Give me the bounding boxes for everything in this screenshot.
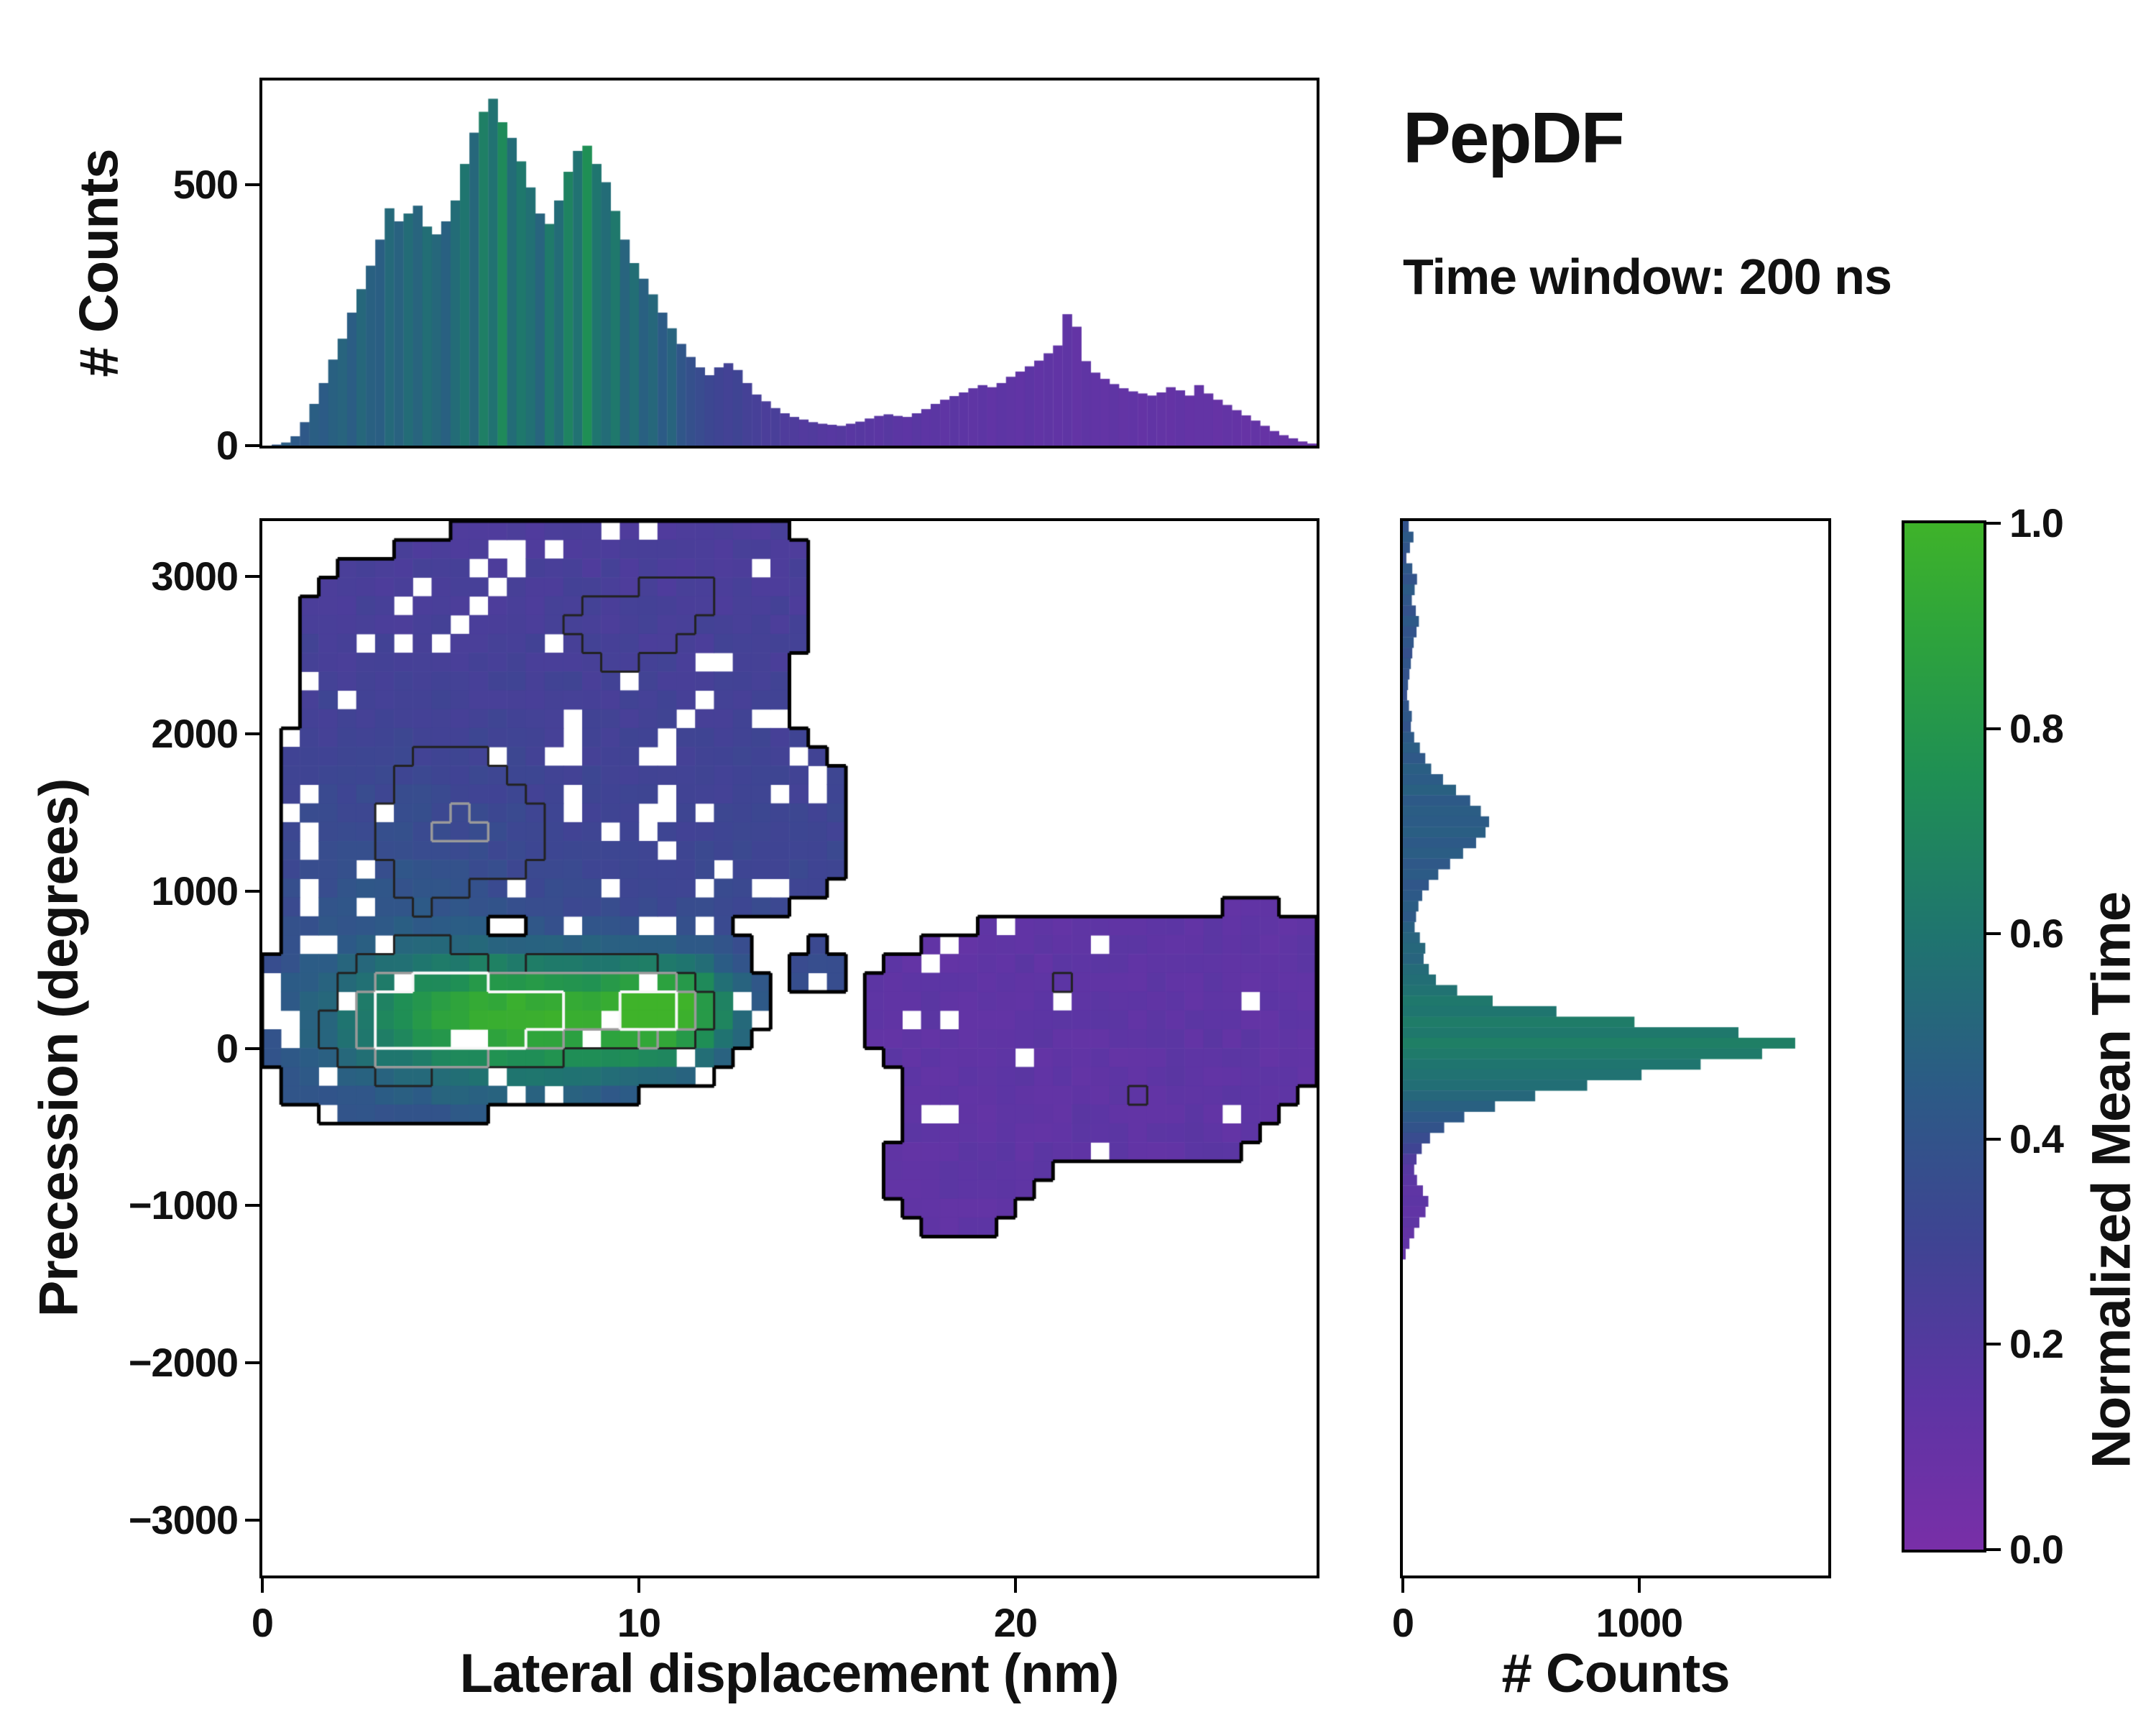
main-xtick: [261, 1578, 264, 1593]
main-xtick: [637, 1578, 640, 1593]
top-ytick-label: 500: [172, 162, 239, 208]
main-ytick-label: 1000: [151, 868, 239, 914]
main-hist2d-canvas: [262, 521, 1317, 1576]
main-hist2d-panel: [259, 518, 1319, 1578]
main-xtick: [1013, 1578, 1017, 1593]
colorbar-tick: [1986, 1343, 2001, 1346]
main-ytick: [245, 732, 259, 735]
main-ytick: [245, 889, 259, 893]
top-ytick: [245, 444, 259, 447]
right-histogram-canvas: [1403, 521, 1828, 1576]
colorbar-tick-label: 0.8: [2009, 705, 2064, 751]
colorbar-label: Normalized Mean Time: [2081, 891, 2142, 1469]
colorbar-tick: [1986, 932, 2001, 936]
main-ytick: [245, 574, 259, 578]
main-xtick-label: 0: [251, 1600, 274, 1645]
plot-title: PepDF: [1403, 98, 1625, 178]
colorbar-tick-label: 0.2: [2009, 1321, 2064, 1367]
main-ytick-label: −1000: [128, 1182, 239, 1228]
top-ytick-label: 0: [216, 423, 239, 468]
colorbar-tick: [1986, 522, 2001, 525]
right-xtick-label: 0: [1391, 1600, 1414, 1645]
main-xlabel: Lateral displacement (nm): [459, 1643, 1120, 1704]
colorbar-canvas: [1904, 523, 1984, 1550]
main-ytick-label: −3000: [128, 1497, 239, 1543]
main-ytick-label: −2000: [128, 1340, 239, 1386]
right-xtick-label: 1000: [1595, 1600, 1684, 1645]
main-ytick-label: 2000: [151, 710, 239, 756]
top-ytick: [245, 183, 259, 187]
colorbar-tick-label: 1.0: [2009, 500, 2064, 546]
main-xtick-label: 20: [993, 1600, 1038, 1645]
main-ytick-label: 3000: [151, 553, 239, 599]
main-xtick-label: 10: [617, 1600, 661, 1645]
colorbar-tick: [1986, 1548, 2001, 1551]
colorbar-tick-label: 0.0: [2009, 1527, 2064, 1572]
top-histogram-canvas: [262, 80, 1317, 446]
main-ytick: [245, 1046, 259, 1050]
right-histogram-panel: [1400, 518, 1831, 1578]
main-ytick: [245, 1361, 259, 1365]
colorbar-panel: [1902, 520, 1986, 1552]
right-xlabel: # Counts: [1501, 1643, 1730, 1704]
top-histogram-panel: [259, 78, 1319, 448]
right-xtick: [1637, 1578, 1641, 1593]
time-window-label: Time window: 200 ns: [1403, 249, 1892, 305]
colorbar-tick: [1986, 727, 2001, 730]
colorbar-tick-label: 0.6: [2009, 911, 2064, 957]
main-ytick: [245, 1204, 259, 1208]
colorbar-tick-label: 0.4: [2009, 1116, 2064, 1162]
colorbar-tick: [1986, 1137, 2001, 1141]
right-xtick: [1401, 1578, 1404, 1593]
main-ytick: [245, 1519, 259, 1522]
main-ytick-label: 0: [216, 1025, 239, 1071]
